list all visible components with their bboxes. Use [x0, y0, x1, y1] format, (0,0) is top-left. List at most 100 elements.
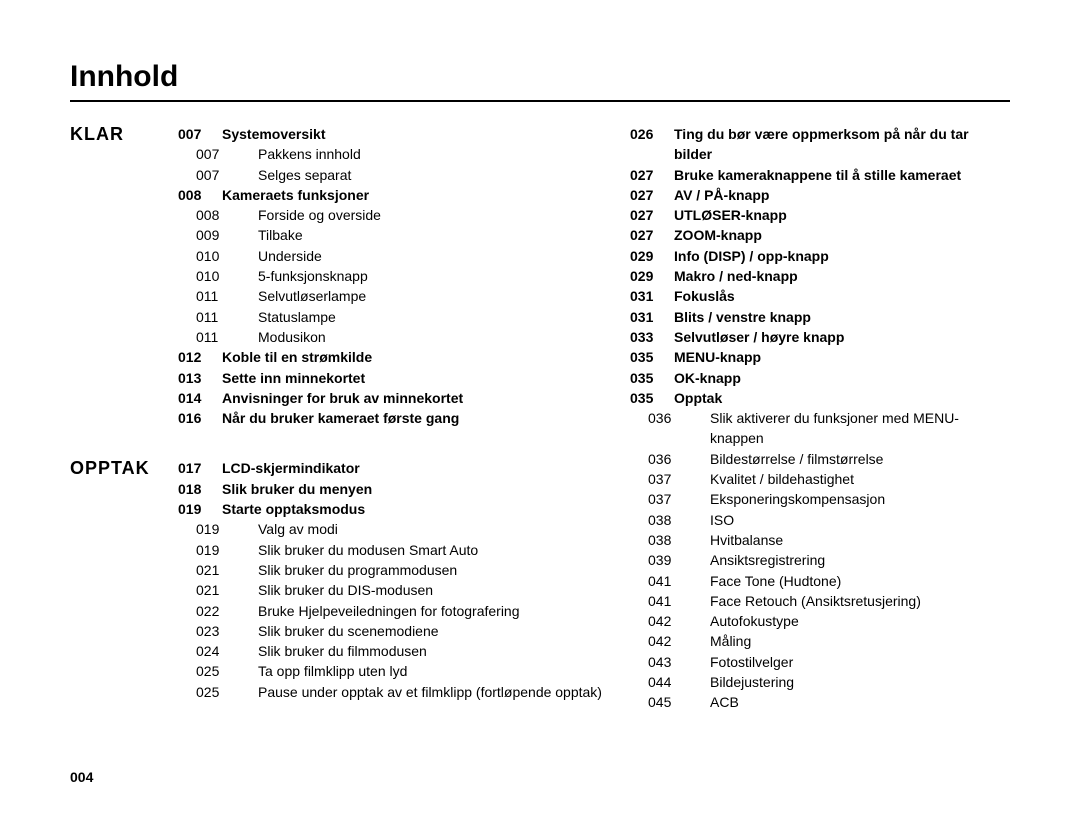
toc-page: 042 [630, 631, 710, 651]
toc-text: Når du bruker kameraet første gang [222, 408, 630, 428]
toc-text: Kvalitet / bildehastighet [710, 469, 1010, 489]
toc-text: Ta opp filmklipp uten lyd [258, 661, 630, 681]
toc-text: Bildestørrelse / filmstørrelse [710, 449, 1010, 469]
toc-page: 025 [178, 661, 258, 681]
toc-page: 031 [630, 307, 674, 327]
toc-entry: 007Systemoversikt [178, 124, 630, 144]
toc-entry: 036Slik aktiverer du funksjoner med MENU… [630, 408, 1010, 449]
section-label-klar: KLAR [70, 124, 178, 428]
toc-text: Opptak [674, 388, 1010, 408]
toc-text: Forside og overside [258, 205, 630, 225]
toc-entry: 027AV / PÅ-knapp [630, 185, 1010, 205]
toc-page: 017 [178, 458, 222, 478]
toc-page: 012 [178, 347, 222, 367]
toc-page: 035 [630, 388, 674, 408]
toc-entry: 023Slik bruker du scenemodiene [178, 621, 630, 641]
toc-text: Fokuslås [674, 286, 1010, 306]
toc-text: Anvisninger for bruk av minnekortet [222, 388, 630, 408]
toc-entry: 012Koble til en strømkilde [178, 347, 630, 367]
toc-page: 042 [630, 611, 710, 631]
toc-entry: 011Statuslampe [178, 307, 630, 327]
toc-page: 022 [178, 601, 258, 621]
toc-text: OK-knapp [674, 368, 1010, 388]
toc-entry: 029Info (DISP) / opp-knapp [630, 246, 1010, 266]
toc-page: 045 [630, 692, 710, 712]
toc-text: Bruke kameraknappene til å stille kamera… [674, 165, 1010, 185]
toc-entry: 008Kameraets funksjoner [178, 185, 630, 205]
toc-text: Ting du bør være oppmerksom på når du ta… [674, 124, 1010, 165]
toc-page: 038 [630, 510, 710, 530]
toc-entry: 026Ting du bør være oppmerksom på når du… [630, 124, 1010, 165]
toc-text: Slik bruker du DIS-modusen [258, 580, 630, 600]
entries-klar: 007Systemoversikt007Pakkens innhold007Se… [178, 124, 630, 428]
toc-entry: 007Selges separat [178, 165, 630, 185]
toc-text: Slik bruker du programmodusen [258, 560, 630, 580]
toc-entry: 035MENU-knapp [630, 347, 1010, 367]
toc-page: 011 [178, 307, 258, 327]
toc-entry: 021Slik bruker du DIS-modusen [178, 580, 630, 600]
toc-entry: 038Hvitbalanse [630, 530, 1010, 550]
toc-entry: 013Sette inn minnekortet [178, 368, 630, 388]
toc-page: 029 [630, 246, 674, 266]
toc-text: Valg av modi [258, 519, 630, 539]
section-label-opptak: OPPTAK [70, 458, 178, 702]
toc-page: 007 [178, 124, 222, 144]
toc-page: 019 [178, 519, 258, 539]
toc-page: 027 [630, 165, 674, 185]
toc-text: UTLØSER-knapp [674, 205, 1010, 225]
toc-entry: 037Kvalitet / bildehastighet [630, 469, 1010, 489]
toc-text: Fotostilvelger [710, 652, 1010, 672]
toc-page: 019 [178, 540, 258, 560]
toc-entry: 044Bildejustering [630, 672, 1010, 692]
toc-page: 007 [178, 165, 258, 185]
toc-text: Info (DISP) / opp-knapp [674, 246, 1010, 266]
right-column: 026Ting du bør være oppmerksom på når du… [630, 124, 1010, 732]
toc-entry: 011Modusikon [178, 327, 630, 347]
toc-text: Slik bruker du modusen Smart Auto [258, 540, 630, 560]
toc-entry: 019Starte opptaksmodus [178, 499, 630, 519]
toc-page: 041 [630, 591, 710, 611]
toc-entry: 035Opptak [630, 388, 1010, 408]
toc-text: Måling [710, 631, 1010, 651]
toc-entry: 031Blits / venstre knapp [630, 307, 1010, 327]
toc-entry: 016Når du bruker kameraet første gang [178, 408, 630, 428]
toc-page: 038 [630, 530, 710, 550]
toc-page: 023 [178, 621, 258, 641]
toc-page: 026 [630, 124, 674, 165]
toc-page: 037 [630, 489, 710, 509]
toc-entry: 037Eksponeringskompensasjon [630, 489, 1010, 509]
toc-text: Systemoversikt [222, 124, 630, 144]
toc-page: 041 [630, 571, 710, 591]
toc-entry: 027ZOOM-knapp [630, 225, 1010, 245]
toc-text: AV / PÅ-knapp [674, 185, 1010, 205]
toc-text: Selvutløserlampe [258, 286, 630, 306]
toc-text: Makro / ned-knapp [674, 266, 1010, 286]
toc-page: 037 [630, 469, 710, 489]
toc-text: Pakkens innhold [258, 144, 630, 164]
toc-entry: 038ISO [630, 510, 1010, 530]
toc-entry: 010Underside [178, 246, 630, 266]
toc-entry: 022Bruke Hjelpeveiledningen for fotograf… [178, 601, 630, 621]
toc-text: Koble til en strømkilde [222, 347, 630, 367]
toc-page: 010 [178, 266, 258, 286]
toc-page: 007 [178, 144, 258, 164]
toc-text: Slik aktiverer du funksjoner med MENU-kn… [710, 408, 1010, 449]
toc-page: 027 [630, 185, 674, 205]
toc-text: Bildejustering [710, 672, 1010, 692]
toc-text: ACB [710, 692, 1010, 712]
toc-page: 033 [630, 327, 674, 347]
entries-right: 026Ting du bør være oppmerksom på når du… [630, 124, 1010, 713]
toc-page: 024 [178, 641, 258, 661]
toc-page: 036 [630, 408, 710, 449]
toc-entry: 043Fotostilvelger [630, 652, 1010, 672]
toc-text: 5-funksjonsknapp [258, 266, 630, 286]
toc-entry: 035OK-knapp [630, 368, 1010, 388]
toc-entry: 045ACB [630, 692, 1010, 712]
toc-page: 021 [178, 560, 258, 580]
toc-entry: 009Tilbake [178, 225, 630, 245]
toc-page: 014 [178, 388, 222, 408]
toc-text: Statuslampe [258, 307, 630, 327]
toc-text: Slik bruker du scenemodiene [258, 621, 630, 641]
toc-text: MENU-knapp [674, 347, 1010, 367]
section-klar: KLAR 007Systemoversikt007Pakkens innhold… [70, 124, 630, 428]
